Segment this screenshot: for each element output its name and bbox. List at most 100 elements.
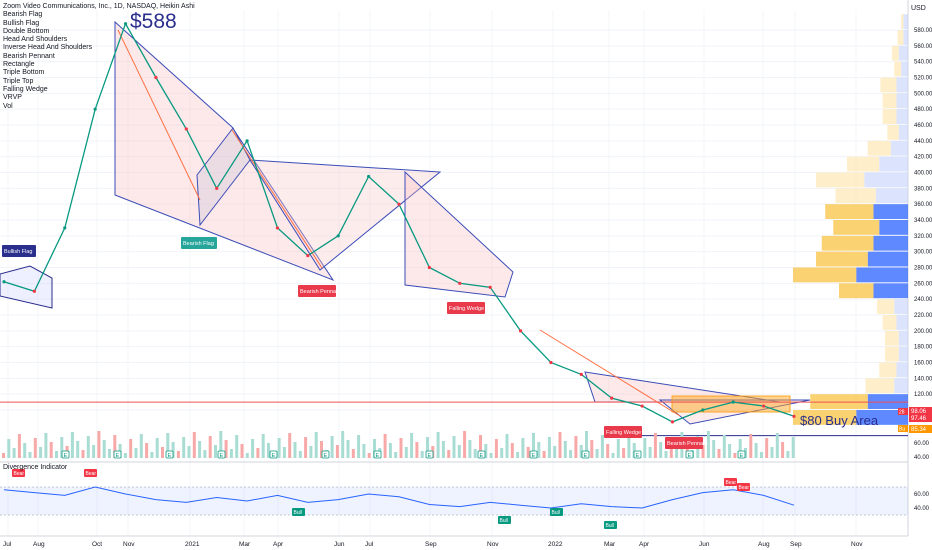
volume-bar-3 — [17, 434, 21, 458]
indicator-9[interactable]: Falling Wedge — [3, 85, 48, 93]
volume-bar-85 — [452, 436, 456, 458]
indicator-11[interactable]: Vol — [3, 102, 13, 110]
volume-bar-23 — [123, 453, 127, 458]
volume-marker-box-5 — [321, 450, 330, 459]
price-point-3 — [93, 107, 97, 111]
y-tick-5: 480.00 — [914, 107, 932, 113]
volume-bar-145 — [770, 447, 774, 458]
vp-down-bar-6 — [896, 315, 908, 330]
volume-bar-52 — [277, 438, 281, 458]
price-point-24 — [731, 400, 735, 404]
price-point-12 — [367, 174, 371, 179]
indicator-7[interactable]: Triple Bottom — [3, 69, 45, 77]
osc-label-2: Bull — [294, 510, 302, 516]
indicator-4[interactable]: Inverse Head And Shoulders — [3, 44, 93, 52]
volume-bar-114 — [606, 444, 610, 458]
vp-up-bar-15 — [816, 172, 865, 188]
volume-bar-33 — [176, 451, 180, 458]
volume-bar-35 — [187, 446, 191, 458]
volume-bar-17 — [92, 445, 96, 458]
y-tick-18: 220.00 — [914, 313, 932, 319]
osc-tick-0: 60.00 — [914, 492, 930, 498]
volume-bar-53 — [282, 447, 286, 458]
price-point-18 — [549, 360, 553, 365]
vp-down-bar-4 — [898, 346, 908, 362]
volume-bar-38 — [203, 450, 207, 458]
volume-bar-74 — [394, 452, 398, 458]
indicator-3[interactable]: Head And Shoulders — [3, 36, 68, 44]
volume-bar-45 — [240, 444, 244, 458]
indicator-1[interactable]: Bullish Flag — [3, 19, 40, 27]
indicator-10[interactable]: VRVP — [3, 94, 22, 102]
volume-marker-6: E — [376, 453, 380, 459]
volume-marker-8: E — [480, 453, 484, 459]
volume-bar-94 — [500, 448, 504, 458]
volume-bar-56 — [298, 451, 302, 458]
volume-marker-11: E — [636, 453, 640, 459]
volume-marker-4: E — [272, 453, 276, 459]
volume-bar-75 — [399, 438, 403, 458]
price-point-15 — [458, 281, 462, 285]
indicator-6[interactable]: Rectangle — [3, 61, 35, 69]
pattern-label-1: Bearish Flag — [183, 241, 214, 247]
volume-bar-5 — [28, 452, 32, 458]
volume-bar-1 — [7, 439, 11, 458]
currency-label: USD — [911, 5, 926, 12]
volume-bar-108 — [574, 436, 578, 458]
volume-bar-39 — [208, 436, 212, 458]
vp-up-bar-12 — [833, 220, 880, 235]
volume-bar-112 — [595, 449, 599, 458]
pattern-label-3: Falling Wedge — [449, 306, 484, 312]
indicator-2[interactable]: Double Bottom — [3, 27, 50, 35]
x-tick-11: 2022 — [548, 541, 563, 548]
volume-bar-83 — [441, 441, 445, 458]
x-tick-1: Aug — [33, 541, 45, 548]
vp-up-bar-4 — [885, 346, 899, 362]
volume-marker-9: E — [532, 453, 536, 459]
price-point-6 — [184, 127, 188, 131]
volume-bar-16 — [86, 436, 90, 458]
vp-down-bar-19 — [896, 109, 908, 124]
indicator-5[interactable]: Bearish Pennant — [3, 52, 55, 60]
bullish-flag-shape — [0, 265, 53, 309]
volume-bar-50 — [267, 443, 270, 458]
tag-prefix-box-0 — [898, 408, 908, 415]
osc-label-box-2 — [292, 508, 305, 516]
vp-up-bar-21 — [880, 77, 897, 93]
volume-bar-65 — [346, 440, 350, 458]
vp-up-bar-17 — [867, 140, 891, 156]
vp-down-bar-1 — [867, 394, 908, 409]
volume-bar-54 — [288, 433, 292, 458]
x-tick-16: Sep — [790, 541, 802, 548]
volume-bar-92 — [489, 453, 493, 458]
vp-down-bar-15 — [864, 172, 908, 188]
indicator-8[interactable]: Triple Top — [3, 77, 34, 85]
volume-bar-57 — [304, 437, 308, 458]
indicator-0[interactable]: Bearish Flag — [3, 11, 43, 19]
volume-bar-26 — [139, 434, 143, 458]
volume-bar-31 — [166, 433, 170, 458]
volume-bar-89 — [473, 449, 477, 458]
osc-label-1: Bear — [86, 471, 97, 477]
volume-bar-97 — [516, 452, 520, 458]
volume-bar-11 — [60, 437, 64, 458]
osc-label-6: Bear — [726, 480, 737, 486]
trend-line-3 — [539, 329, 681, 417]
y-tick-17: 240.00 — [914, 297, 932, 303]
volume-marker-box-7 — [425, 450, 434, 459]
volume-marker-0: E — [64, 453, 68, 459]
rectangle-pattern — [671, 395, 791, 413]
y-tick-13: 320.00 — [914, 234, 932, 240]
volume-bar-109 — [579, 445, 583, 458]
volume-bar-102 — [542, 451, 546, 458]
volume-bar-99 — [526, 447, 530, 458]
volume-marker-12: E — [688, 453, 692, 459]
volume-marker-10: E — [584, 453, 588, 459]
x-tick-7: Jun — [334, 541, 345, 548]
price-point-8 — [245, 139, 249, 143]
volume-marker-box-9 — [529, 450, 538, 459]
tag-prefix-1: Bu — [899, 427, 905, 433]
volume-marker-box-2 — [165, 450, 174, 459]
osc-label-5: Bull — [606, 523, 614, 529]
